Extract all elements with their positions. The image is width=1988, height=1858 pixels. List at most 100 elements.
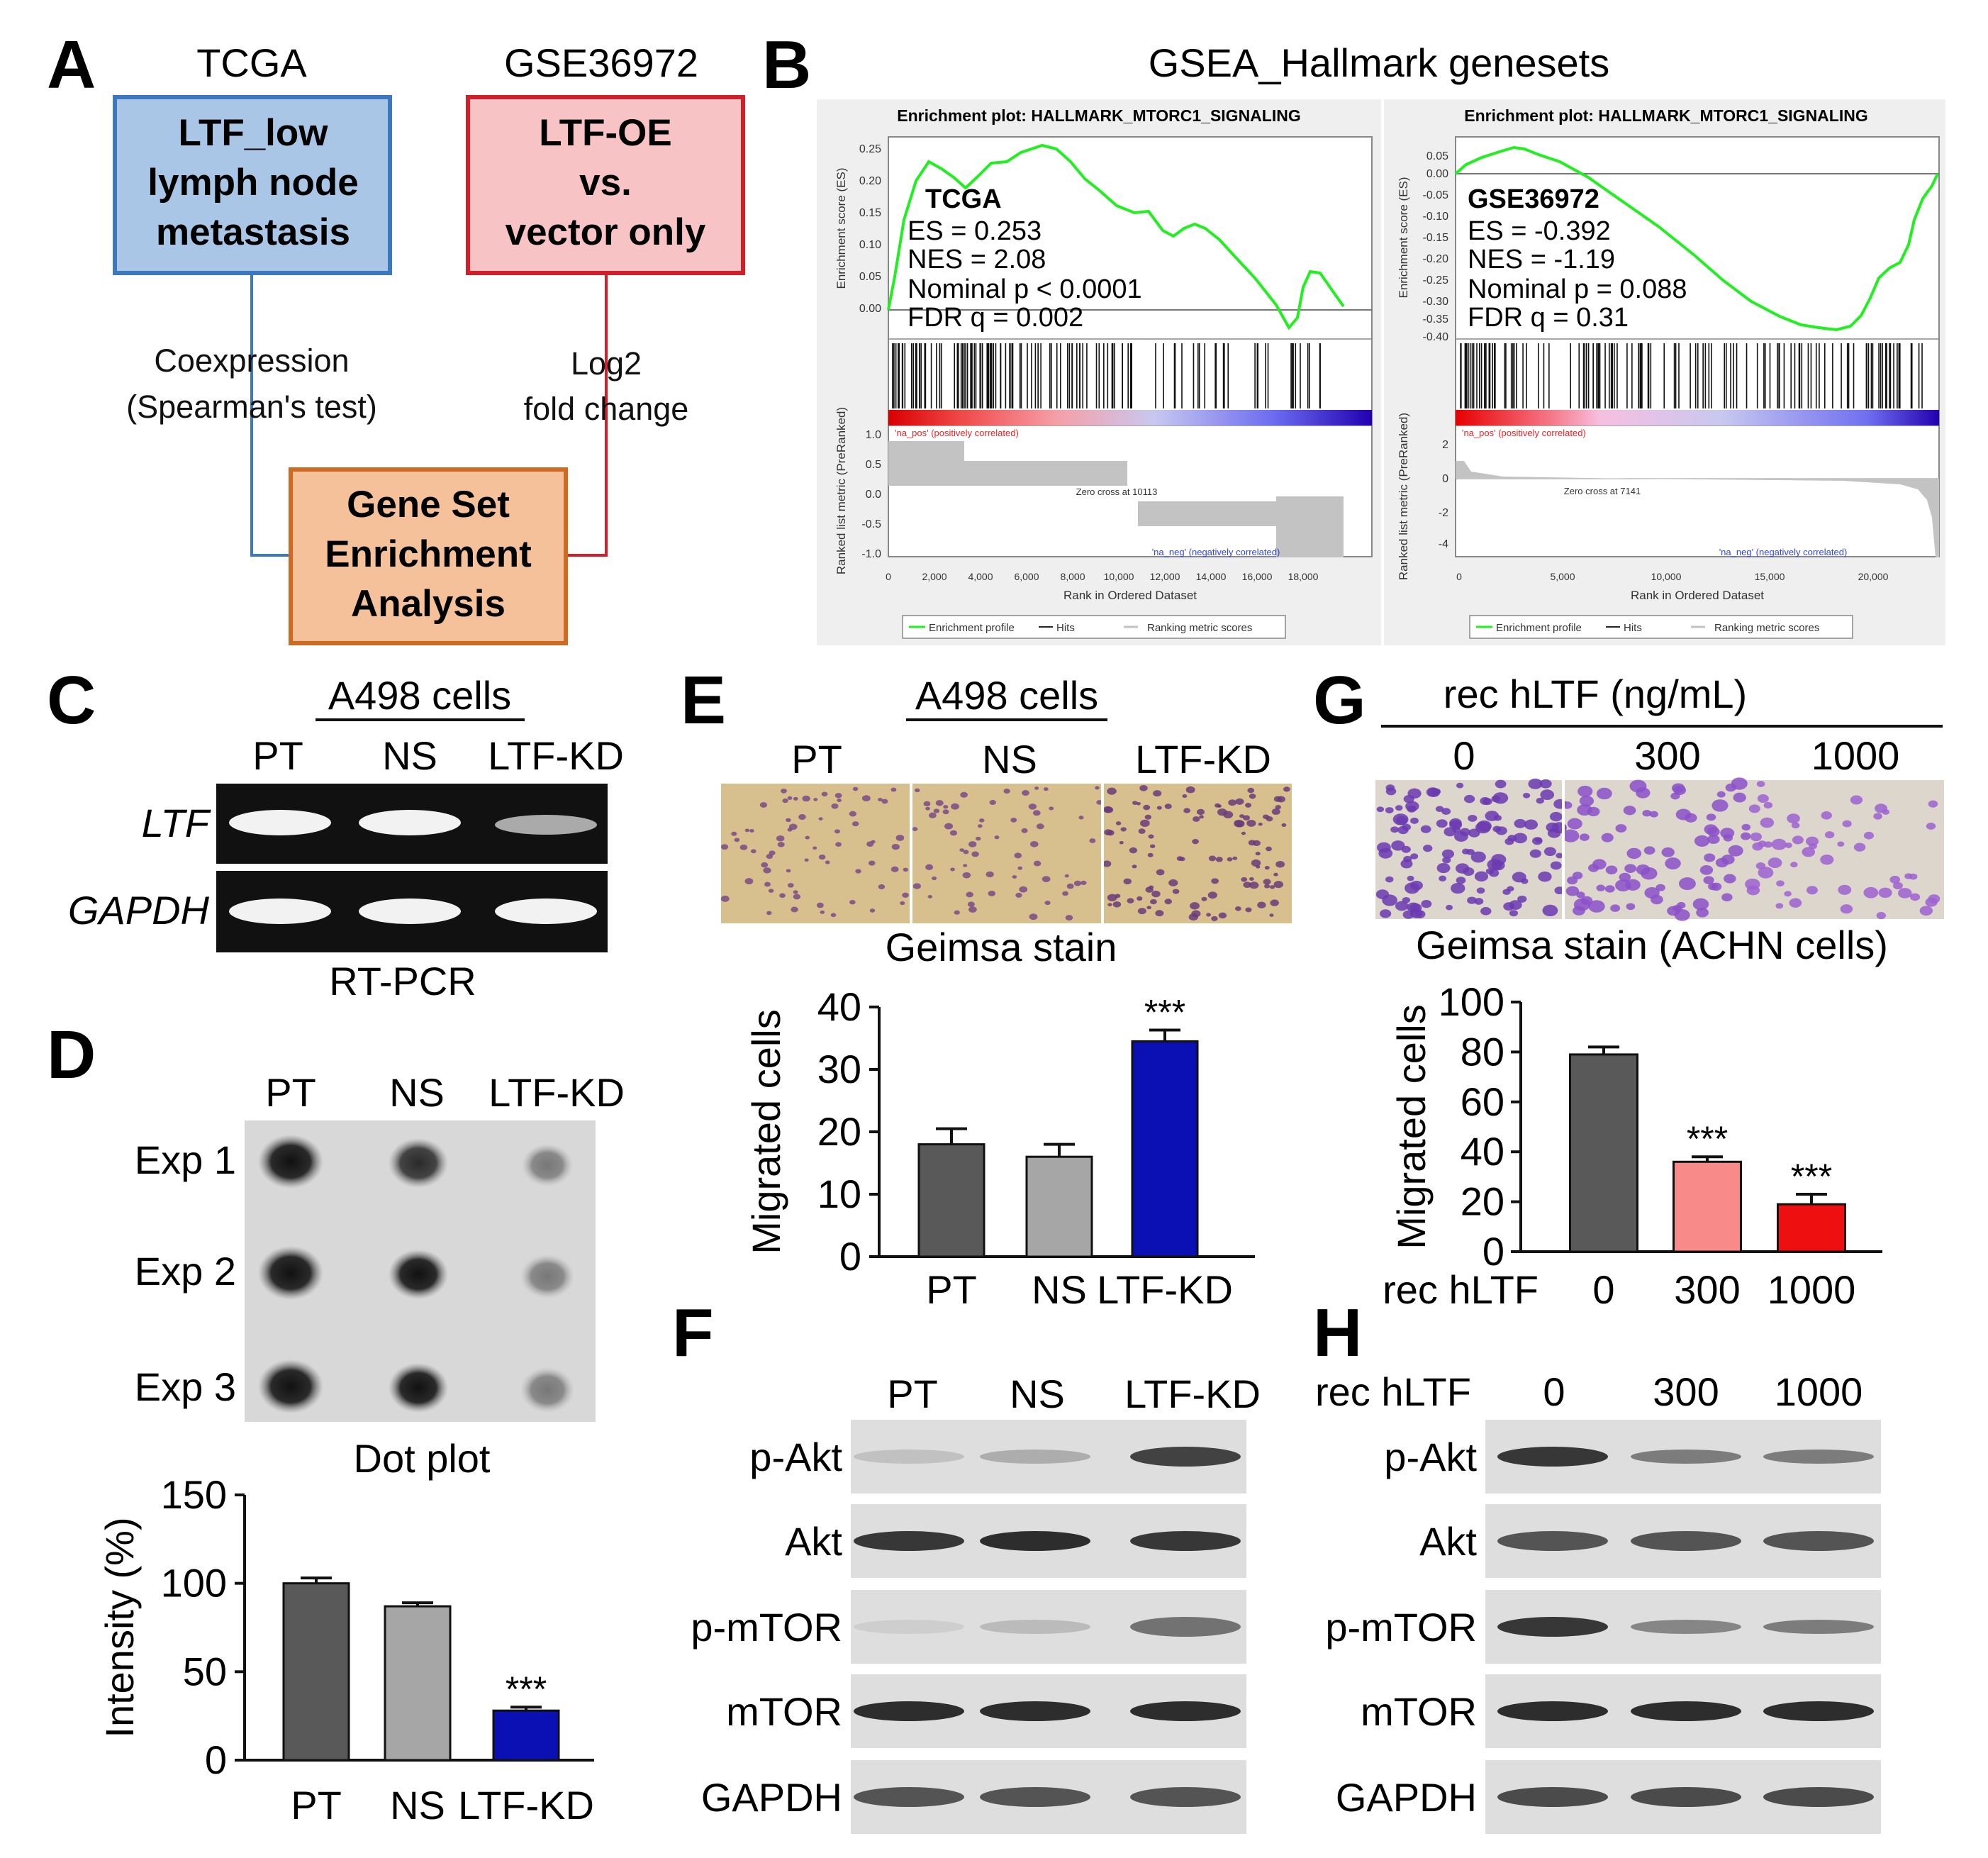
stained-cell — [1033, 860, 1042, 867]
stained-cell — [988, 890, 996, 896]
stained-cell — [1215, 857, 1223, 862]
xtick: 0 — [886, 571, 891, 582]
stained-cell — [1604, 885, 1615, 893]
stained-cell — [1468, 828, 1480, 838]
stained-cell — [1926, 823, 1936, 830]
blot-band — [854, 1531, 964, 1551]
protein-label: p-mTOR — [1325, 1605, 1477, 1650]
stained-cell — [786, 818, 791, 823]
stained-cell — [1889, 875, 1901, 884]
stained-cell — [1376, 806, 1385, 813]
stained-cell — [1017, 866, 1023, 870]
stained-cell — [890, 787, 897, 792]
stained-cell — [1271, 808, 1280, 816]
lane-label: LTF-KD — [488, 1070, 625, 1115]
stained-cell — [793, 796, 798, 801]
panel-a: A TCGA GSE36972 LTF_low lymph node metas… — [47, 27, 745, 645]
stained-cell — [1420, 825, 1431, 833]
stained-cell — [985, 871, 994, 878]
stained-cell — [933, 808, 940, 813]
stained-cell — [793, 894, 801, 900]
category-label: 1000 — [1768, 1267, 1856, 1312]
stained-cell — [1806, 886, 1818, 895]
stained-cells — [1375, 777, 1940, 921]
stained-cell — [720, 844, 729, 850]
stained-cell — [944, 823, 954, 830]
stat-pvalue: Nominal p = 0.088 — [1468, 274, 1687, 304]
blot-band — [1497, 1701, 1608, 1721]
category-label: 0 — [1592, 1267, 1614, 1312]
stained-cell — [764, 881, 771, 887]
category-label: LTF-KD — [458, 1783, 594, 1828]
stained-cell — [1696, 908, 1709, 918]
stained-cell — [903, 867, 909, 872]
stained-cell — [1149, 844, 1156, 848]
dot — [258, 1359, 323, 1413]
blot-band — [854, 1701, 964, 1721]
stained-cell — [963, 850, 969, 855]
stained-cell — [1042, 876, 1051, 883]
stained-cell — [1014, 852, 1022, 859]
stained-cell — [1211, 916, 1218, 921]
metric-ylabel: Ranked list metric (PreRanked) — [1397, 413, 1410, 580]
stained-cell — [1642, 809, 1652, 817]
stained-cell — [1643, 846, 1655, 855]
stained-cell — [1153, 790, 1162, 797]
blot-band — [980, 1620, 1090, 1634]
stained-cell — [912, 883, 921, 889]
es-ytick: -0.05 — [1423, 189, 1449, 201]
stained-cell — [1909, 873, 1918, 880]
blot-band — [1497, 1447, 1608, 1467]
xtick: 5,000 — [1550, 571, 1575, 582]
stained-cell — [818, 854, 826, 860]
stained-cell — [1704, 853, 1716, 862]
stained-cell — [861, 795, 871, 802]
stained-cell — [849, 900, 856, 905]
stained-cell — [1266, 816, 1273, 822]
category-label: PT — [926, 1267, 977, 1312]
stained-cell — [1650, 894, 1663, 905]
stained-cell — [1127, 898, 1134, 903]
xtick: 6,000 — [1014, 571, 1039, 582]
stained-cell — [967, 901, 975, 907]
stained-cell — [1264, 865, 1270, 870]
blot-band — [980, 1787, 1090, 1807]
stained-cell — [1485, 811, 1500, 821]
stained-cell — [1104, 829, 1112, 835]
stained-cell — [1529, 849, 1541, 858]
stained-cell — [1139, 785, 1148, 791]
dot — [258, 1135, 323, 1189]
metric-ytick: 0 — [1442, 473, 1448, 485]
stained-cell — [1251, 859, 1261, 867]
stained-cell — [1034, 786, 1039, 790]
stained-cell — [777, 842, 785, 847]
stained-cell — [1123, 878, 1132, 885]
stained-cell — [1542, 904, 1558, 917]
stained-cell — [1172, 889, 1180, 894]
gene-label-gapdh: GAPDH — [68, 888, 210, 933]
stained-cell — [1395, 901, 1409, 911]
stained-cell — [1610, 904, 1621, 912]
band — [359, 899, 461, 924]
stained-cell — [782, 798, 788, 803]
stained-cell — [1147, 852, 1154, 857]
panel-g: G rec hLTF (ng/mL) 0 300 1000 Geimsa sta… — [1313, 662, 1944, 1312]
protein-label: p-Akt — [1384, 1435, 1477, 1479]
stained-cell — [895, 835, 905, 841]
blot-band — [1497, 1787, 1608, 1807]
blot-band — [854, 1450, 964, 1464]
es-ytick: -0.20 — [1423, 253, 1449, 265]
stained-cell — [1619, 872, 1631, 882]
stained-cell — [1132, 801, 1138, 805]
y-axis-label: Migrated cells — [1389, 1004, 1434, 1249]
panel-c: C A498 cells PT NS LTF-KD LTF GAPDH RT-P… — [47, 662, 624, 1003]
stained-cell — [787, 883, 794, 888]
pcr-title: A498 cells — [328, 673, 511, 718]
stained-cell — [954, 910, 960, 915]
es-ytick: 0.20 — [859, 175, 881, 187]
y-tick-label: 0 — [1482, 1229, 1504, 1274]
stained-cell — [1707, 834, 1720, 845]
dose-label: 0 — [1543, 1369, 1565, 1414]
xtick: 10,000 — [1104, 571, 1134, 582]
lane-label: PT — [791, 737, 842, 781]
